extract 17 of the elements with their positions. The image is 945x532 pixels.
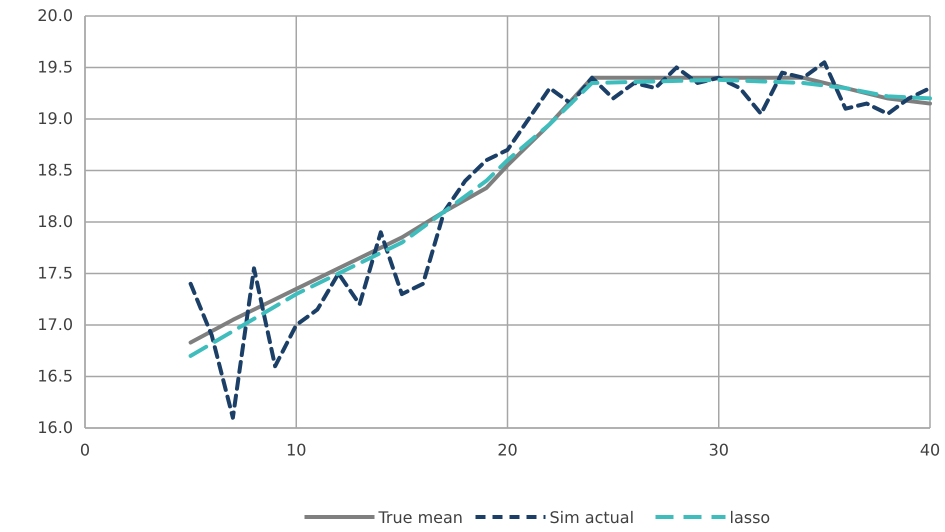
x-tick-label: 0 (80, 440, 90, 460)
x-tick-label: 10 (286, 440, 306, 460)
y-tick-label: 19.5 (37, 58, 73, 77)
legend-label: lasso (730, 508, 770, 527)
y-tick-label: 16.0 (37, 418, 73, 438)
y-tick-label: 16.5 (37, 366, 73, 386)
x-tick-label: 20 (497, 440, 518, 460)
y-tick-label: 17.5 (37, 264, 73, 283)
y-tick-label: 20.0 (37, 6, 73, 26)
legend-label: Sim actual (550, 508, 634, 527)
legend-label: True mean (378, 508, 463, 527)
y-tick-label: 19.0 (37, 109, 73, 128)
x-tick-label: 30 (708, 440, 729, 460)
x-tick-label: 40 (920, 440, 940, 460)
y-tick-label: 17.0 (37, 315, 73, 334)
y-tick-label: 18.5 (37, 160, 73, 180)
y-tick-label: 18.0 (37, 212, 73, 232)
